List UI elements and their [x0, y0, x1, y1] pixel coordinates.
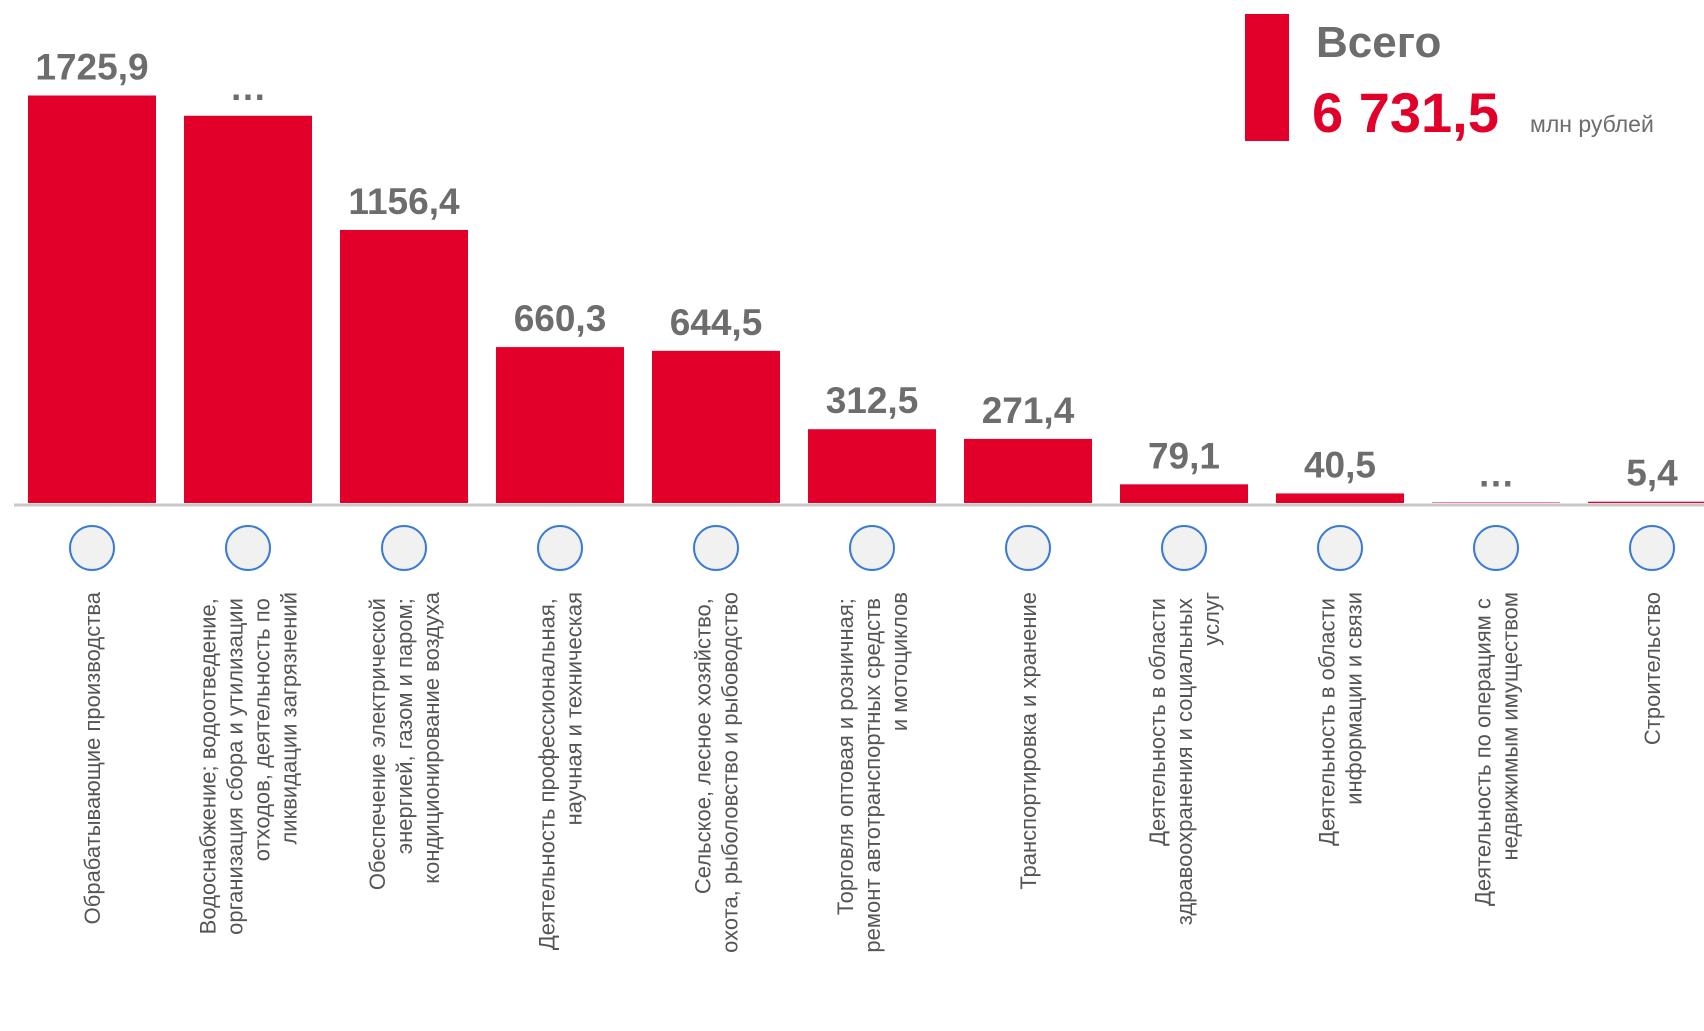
x-tick-label: Торговля оптовая и розничная; ремонт авт… — [833, 592, 912, 953]
category-icon — [1473, 525, 1519, 571]
total-unit: млн рублей — [1530, 111, 1654, 137]
value-label: 271,4 — [982, 390, 1075, 431]
total-value: 6 731,5 — [1312, 81, 1499, 144]
value-label: … — [230, 67, 267, 108]
bar — [652, 350, 780, 503]
x-tick-label: Сельское, лесное хозяйство, охота, рыбол… — [691, 592, 743, 953]
bar — [184, 115, 312, 504]
bar — [340, 229, 468, 503]
x-tick-label: Строительство — [1640, 592, 1665, 745]
x-tick-label: Водоснабжение; водоотведение, организаци… — [196, 592, 302, 935]
value-label: 660,3 — [514, 298, 607, 339]
bar — [808, 429, 936, 503]
bar — [964, 438, 1092, 503]
category-icon — [69, 525, 115, 571]
category-icon — [1629, 525, 1675, 571]
value-label: 312,5 — [826, 380, 919, 421]
x-tick-label: Транспортировка и хранение — [1016, 592, 1041, 890]
x-tick-label: Деятельность по операциям с недвижимым и… — [1471, 592, 1523, 906]
category-icon — [537, 525, 583, 571]
bar — [1276, 493, 1404, 503]
total-label: Всего — [1316, 18, 1441, 67]
value-label: 1725,9 — [35, 46, 148, 87]
category-icon — [693, 525, 739, 571]
category-icon — [1317, 525, 1363, 571]
value-label: 40,5 — [1304, 444, 1376, 485]
category-icon — [1161, 525, 1207, 571]
category-icon — [1005, 525, 1051, 571]
value-label: 644,5 — [670, 302, 763, 343]
category-icon — [381, 525, 427, 571]
bar — [496, 347, 624, 503]
value-label: 79,1 — [1148, 435, 1220, 476]
x-tick-label: Деятельность в области здравоохранения и… — [1145, 592, 1224, 925]
x-tick-label: Обрабатывающие производства — [80, 591, 105, 924]
bar — [1588, 501, 1704, 503]
legend-swatch — [1245, 14, 1289, 141]
bar — [1120, 484, 1248, 503]
value-label: … — [1478, 454, 1515, 495]
x-tick-label: Деятельность в области информации и связ… — [1315, 592, 1367, 846]
category-icon — [849, 525, 895, 571]
value-label: 1156,4 — [348, 181, 460, 222]
value-label: 5,4 — [1626, 453, 1678, 494]
bar — [28, 95, 156, 503]
x-tick-label: Обеспечение электрической энергией, газо… — [365, 591, 444, 890]
x-tick-label: Деятельность профессиональная, научная и… — [535, 592, 587, 950]
category-icon — [225, 525, 271, 571]
